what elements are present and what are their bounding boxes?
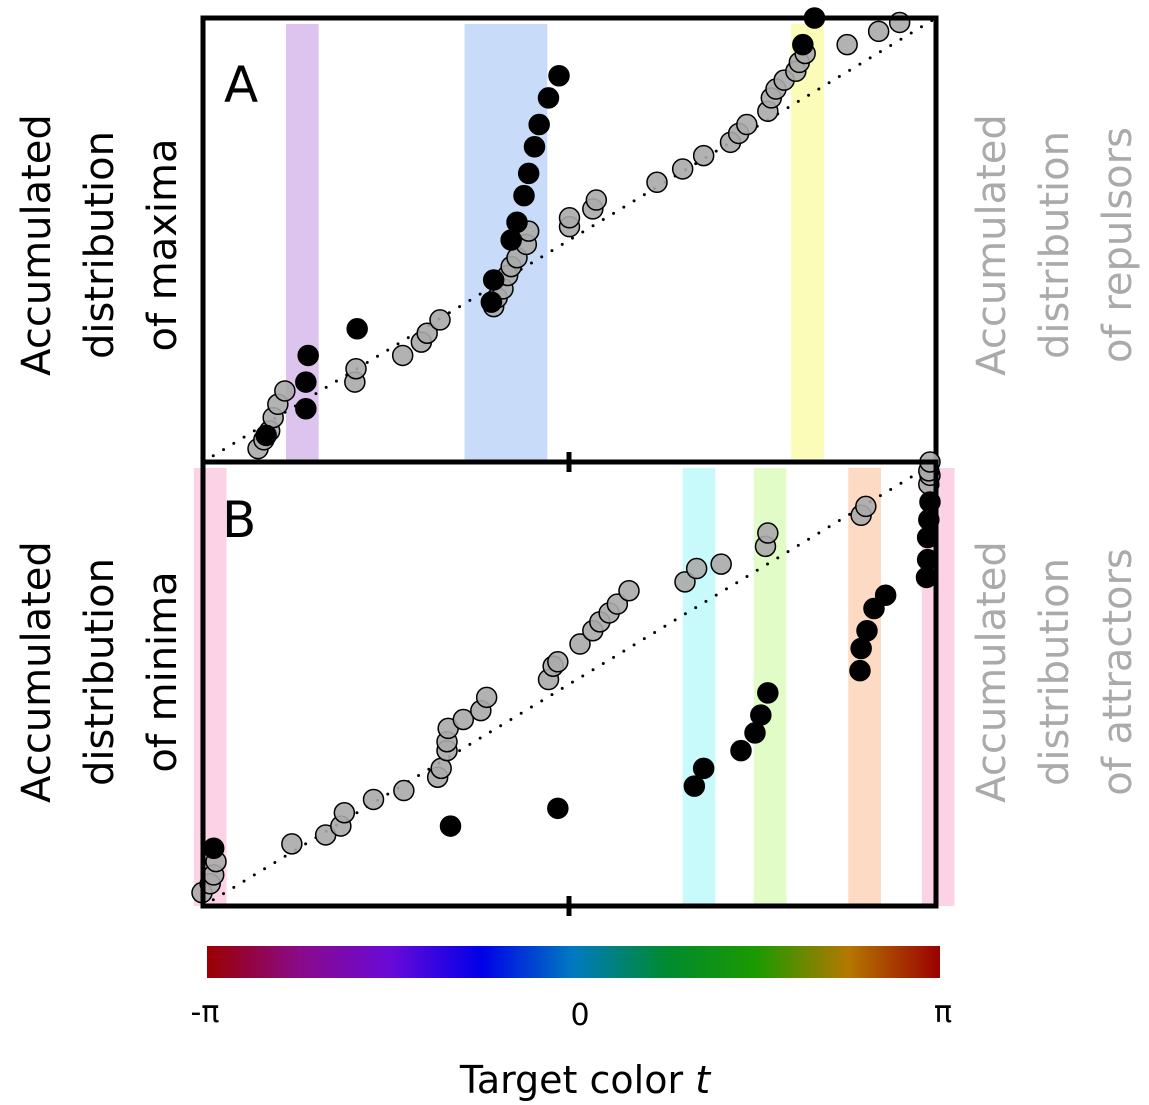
panel-b-label: B xyxy=(222,491,256,549)
panel-a: A xyxy=(200,7,939,465)
panel-b-black-point-10 xyxy=(849,659,871,682)
panel-a-grey-point-6 xyxy=(274,380,296,402)
panel-b-black-point-1 xyxy=(202,837,225,860)
panel-a-right-ylabel-line-1: Accumulated xyxy=(969,114,1015,376)
colorbar xyxy=(207,946,940,978)
panel-a-left-ylabel-line-3: of maxima xyxy=(140,138,186,351)
panel-b-grey-point-32 xyxy=(757,522,779,544)
panel-b-grey-point-21 xyxy=(547,651,569,673)
panel-b-black-point-11 xyxy=(850,637,872,660)
panel-a-black-point-15 xyxy=(548,64,570,87)
panel-a-black-point-16 xyxy=(792,33,814,56)
panel-b-grey-point-8 xyxy=(333,802,356,824)
panel-a-black-point-2 xyxy=(346,318,368,340)
panel-b-highlight-band-1 xyxy=(193,468,227,906)
panel-a-grey-point-24 xyxy=(585,189,608,211)
panel-a-grey-point-38 xyxy=(836,33,858,56)
panel-a-right-ylabel-line-3: of repulsors xyxy=(1095,127,1141,363)
panel-b-black-point-3 xyxy=(547,797,569,820)
panel-a-black-point-11 xyxy=(517,162,540,185)
panel-b-points xyxy=(191,451,941,904)
panel-b-left-ylabel: Accumulated distribution of minima xyxy=(14,541,186,803)
panel-b-black-point-5 xyxy=(692,757,715,780)
panel-a-left-ylabel-line-1: Accumulated xyxy=(14,114,60,376)
panel-a-black-point-10 xyxy=(513,184,535,207)
panel-b-black-point-14 xyxy=(874,584,897,606)
panel-a-grey-point-27 xyxy=(692,144,715,167)
panel-b-grey-point-12 xyxy=(430,757,452,780)
panel-a-grey-point-22 xyxy=(558,207,581,229)
panel-a-left-ylabel: Accumulated distribution of maxima xyxy=(14,114,186,376)
panel-b-grey-point-22 xyxy=(569,633,591,655)
panel-b-highlight-band-2 xyxy=(682,468,716,906)
panel-b-black-point-4 xyxy=(683,775,706,797)
panel-b-right-ylabel-line-1: Accumulated xyxy=(969,541,1015,803)
panel-b-right-ylabel-line-3: of attractors xyxy=(1095,548,1141,796)
panel-a-black-point-6 xyxy=(480,291,503,313)
panel-b-left-ylabel-line-3: of minima xyxy=(140,571,186,772)
panel-a-black-point-12 xyxy=(523,136,546,158)
panel-a-grey-point-26 xyxy=(671,158,694,180)
panel-a-black-point-13 xyxy=(528,113,550,136)
panel-a-black-point-1 xyxy=(255,424,277,447)
x-axis-label: Target color t xyxy=(459,1058,712,1102)
panel-a-grey-point-30 xyxy=(736,113,758,136)
panel-a-black-point-3 xyxy=(295,397,317,420)
panel-a-uniform-reference-line xyxy=(201,16,938,464)
panel-a-left-ylabel-line-2: distribution xyxy=(77,131,123,359)
panel-a-diagonal xyxy=(201,16,938,464)
panel-a-highlight-band-3 xyxy=(791,24,824,462)
panel-b-black-point-15 xyxy=(915,566,938,589)
panel-b-grey-point-5 xyxy=(281,833,303,855)
x-axis-label-main: Target color xyxy=(459,1058,695,1102)
panel-a-black-point-5 xyxy=(297,344,319,367)
panel-b: B xyxy=(191,451,955,916)
panel-a-black-point-8 xyxy=(500,229,522,251)
panel-b-left-ylabel-line-2: distribution xyxy=(77,558,123,786)
panel-a-right-ylabel: Accumulated distribution of repulsors xyxy=(969,114,1141,376)
panel-b-right-ylabel: Accumulated distribution of attractors xyxy=(969,541,1141,803)
panel-b-bands xyxy=(193,468,955,906)
panel-b-grey-point-16 xyxy=(452,708,475,731)
panel-b-grey-point-29 xyxy=(685,557,708,580)
panel-b-grey-point-18 xyxy=(475,686,498,709)
panel-a-grey-point-25 xyxy=(646,171,668,194)
panel-b-black-point-12 xyxy=(856,619,878,642)
panel-b-diagonal xyxy=(201,460,938,908)
panel-a-grey-point-40 xyxy=(888,11,911,34)
panel-b-black-point-8 xyxy=(750,704,772,726)
panel-a-grey-point-11 xyxy=(416,322,438,344)
panel-b-highlight-band-4 xyxy=(848,468,881,906)
panel-a-black-point-9 xyxy=(506,211,528,233)
panel-a-grey-point-9 xyxy=(391,344,414,367)
x-axis-label-variable: t xyxy=(695,1058,712,1102)
panel-b-black-point-7 xyxy=(744,722,766,744)
panel-a-grey-point-39 xyxy=(867,20,890,43)
panel-b-black-point-2 xyxy=(439,815,462,837)
panel-a-right-ylabel-line-2: distribution xyxy=(1032,131,1078,359)
panel-b-grey-point-30 xyxy=(710,553,732,575)
panel-b-grey-point-27 xyxy=(618,580,640,602)
panel-b-black-point-9 xyxy=(757,682,779,704)
panel-b-grey-point-10 xyxy=(393,779,415,802)
panel-b-left-ylabel-line-1: Accumulated xyxy=(14,541,60,803)
panel-b-uniform-reference-line xyxy=(201,460,938,908)
panel-a-grey-point-12 xyxy=(429,309,451,331)
panel-b-frame xyxy=(200,459,939,909)
panel-b-grey-point-9 xyxy=(362,788,385,811)
panel-a-black-point-7 xyxy=(482,269,505,291)
panel-b-black-point-6 xyxy=(730,739,752,762)
panel-a-grey-point-8 xyxy=(345,358,367,380)
tick-label-zero: 0 xyxy=(570,998,589,1033)
panel-a-label: A xyxy=(224,56,258,114)
tick-label-neg-pi: -π xyxy=(191,995,220,1030)
panel-a-black-point-14 xyxy=(537,87,560,109)
panel-a-black-point-4 xyxy=(295,371,317,393)
tick-label-pi: π xyxy=(934,995,952,1030)
panel-b-grey-point-34 xyxy=(855,495,877,518)
panel-b-right-ylabel-line-2: distribution xyxy=(1032,558,1078,786)
